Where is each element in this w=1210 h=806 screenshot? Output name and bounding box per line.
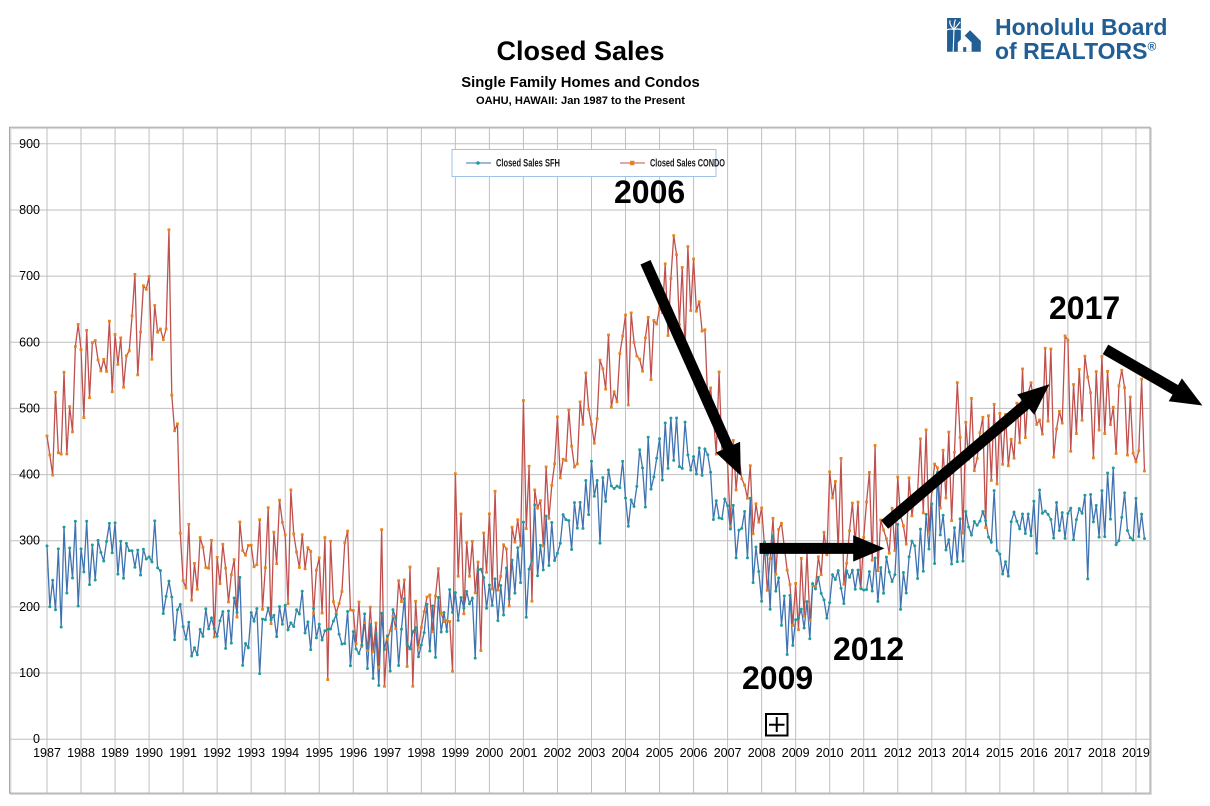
svg-text:2000: 2000 (475, 746, 503, 760)
svg-text:1995: 1995 (305, 746, 333, 760)
svg-text:Closed Sales CONDO: Closed Sales CONDO (650, 158, 725, 170)
svg-text:1991: 1991 (169, 746, 197, 760)
svg-text:1993: 1993 (237, 746, 265, 760)
svg-text:2015: 2015 (986, 746, 1014, 760)
svg-text:300: 300 (19, 534, 40, 548)
svg-text:200: 200 (19, 600, 40, 614)
svg-text:1992: 1992 (203, 746, 231, 760)
svg-text:1999: 1999 (441, 746, 469, 760)
svg-text:2002: 2002 (544, 746, 572, 760)
svg-text:700: 700 (19, 269, 40, 283)
svg-text:1996: 1996 (339, 746, 367, 760)
svg-text:900: 900 (19, 137, 40, 151)
svg-text:2008: 2008 (748, 746, 776, 760)
svg-text:1990: 1990 (135, 746, 163, 760)
svg-text:1989: 1989 (101, 746, 129, 760)
svg-text:2003: 2003 (578, 746, 606, 760)
svg-text:1987: 1987 (33, 746, 61, 760)
svg-text:2009: 2009 (742, 660, 813, 696)
svg-text:2012: 2012 (833, 631, 904, 667)
svg-text:2016: 2016 (1020, 746, 1048, 760)
svg-text:100: 100 (19, 666, 40, 680)
svg-text:2017: 2017 (1049, 290, 1120, 326)
svg-text:2014: 2014 (952, 746, 980, 760)
svg-text:2005: 2005 (646, 746, 674, 760)
svg-text:2013: 2013 (918, 746, 946, 760)
svg-text:2010: 2010 (816, 746, 844, 760)
svg-text:2009: 2009 (782, 746, 810, 760)
svg-text:2007: 2007 (714, 746, 742, 760)
svg-text:2018: 2018 (1088, 746, 1116, 760)
svg-text:2004: 2004 (612, 746, 640, 760)
svg-text:800: 800 (19, 203, 40, 217)
svg-text:400: 400 (19, 468, 40, 482)
svg-text:2019: 2019 (1122, 746, 1150, 760)
svg-text:2001: 2001 (510, 746, 538, 760)
svg-text:500: 500 (19, 401, 40, 415)
svg-text:1998: 1998 (407, 746, 435, 760)
svg-text:2011: 2011 (850, 746, 877, 760)
svg-text:2012: 2012 (884, 746, 912, 760)
svg-text:2006: 2006 (680, 746, 708, 760)
svg-text:1994: 1994 (271, 746, 299, 760)
svg-text:2006: 2006 (614, 174, 685, 210)
svg-text:Closed Sales SFH: Closed Sales SFH (496, 158, 560, 170)
svg-text:2017: 2017 (1054, 746, 1082, 760)
svg-text:0: 0 (33, 732, 40, 746)
svg-text:600: 600 (19, 335, 40, 349)
svg-text:1988: 1988 (67, 746, 95, 760)
svg-text:1997: 1997 (373, 746, 401, 760)
